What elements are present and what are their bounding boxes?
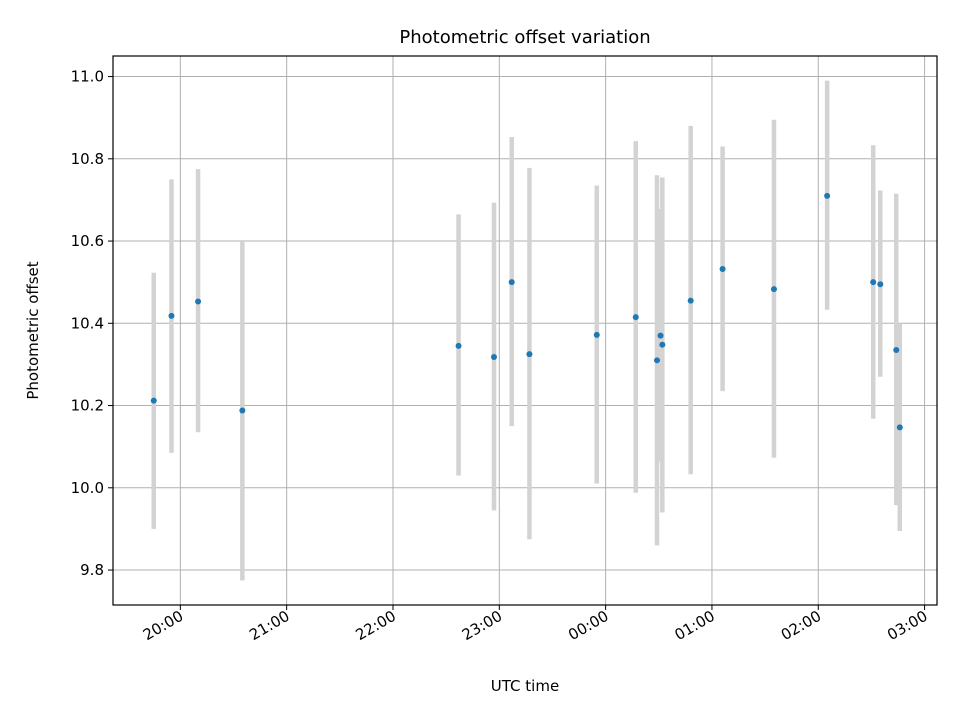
- y-tick-label: 10.4: [71, 314, 104, 332]
- data-point: [654, 357, 661, 364]
- x-tick-label: 22:00: [353, 607, 399, 644]
- data-point: [659, 341, 666, 348]
- data-point: [632, 314, 639, 321]
- x-tick-label: 03:00: [884, 607, 930, 644]
- data-point: [239, 407, 246, 414]
- data-point: [877, 281, 884, 288]
- x-tick-label: 01:00: [672, 607, 718, 644]
- data-point: [195, 298, 202, 305]
- y-tick-label: 10.8: [71, 150, 104, 168]
- x-tick-label: 23:00: [459, 607, 505, 644]
- data-point: [893, 347, 900, 354]
- data-point: [490, 354, 497, 361]
- y-tick-label: 11.0: [71, 68, 104, 86]
- data-point: [508, 279, 515, 286]
- y-tick-label: 10.2: [71, 397, 104, 415]
- data-point: [870, 279, 877, 286]
- x-axis-ticks: 20:00 21:00 22:00 23:00 00:00 01:00 02:00 03:00: [140, 605, 931, 644]
- x-tick-label: 21:00: [246, 607, 292, 644]
- data-point: [455, 342, 462, 349]
- chart-title: Photometric offset variation: [399, 27, 650, 48]
- plot-frame: [112, 55, 938, 606]
- data-point: [657, 332, 664, 339]
- data-point: [593, 331, 600, 338]
- x-tick-label: 00:00: [565, 607, 611, 644]
- grid: [113, 56, 937, 605]
- y-tick-label: 10.0: [71, 479, 104, 497]
- data-point: [719, 266, 726, 273]
- data-point: [687, 297, 694, 304]
- y-tick-label: 9.8: [80, 561, 104, 579]
- data-point: [526, 351, 533, 358]
- x-tick-label: 02:00: [778, 607, 824, 644]
- x-axis-label: UTC time: [491, 677, 559, 695]
- data-points: [150, 192, 903, 431]
- y-axis-label: Photometric offset: [24, 261, 42, 399]
- x-tick-label: 20:00: [140, 607, 186, 644]
- data-point: [896, 424, 903, 431]
- data-point: [168, 312, 175, 319]
- error-bars: [151, 80, 903, 581]
- y-axis-ticks: 9.8 10.0 10.2 10.4 10.6 10.8 11.0: [71, 68, 113, 579]
- data-point: [150, 397, 157, 404]
- y-tick-label: 10.6: [71, 232, 104, 250]
- data-point: [824, 192, 831, 199]
- data-point: [770, 286, 777, 293]
